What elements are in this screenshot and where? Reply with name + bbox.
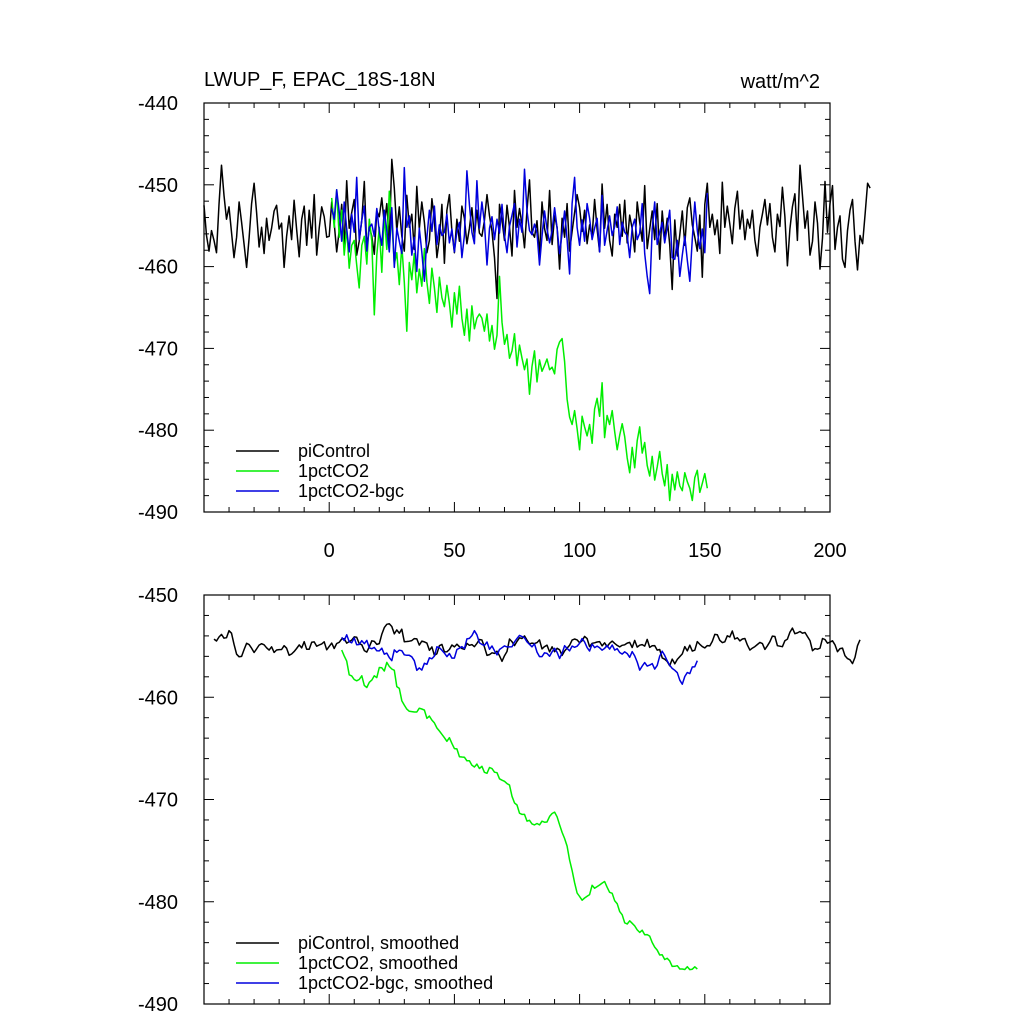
top-xtick-label: 200 xyxy=(813,540,846,562)
series-line-1pctco2-bgc xyxy=(330,166,709,295)
top-ytick-label: -490 xyxy=(138,502,178,524)
legend-label: piControl, smoothed xyxy=(298,933,459,953)
bot-ytick-label: -460 xyxy=(138,687,178,709)
top-ytick-label: -480 xyxy=(138,420,178,442)
bottom-panel: -450 -460 -470 -480 -490 piControl, smoothed… xyxy=(138,585,861,1016)
bottom-series-group xyxy=(213,622,861,971)
top-xtick-label: 0 xyxy=(324,540,335,562)
top-xtick-label: 50 xyxy=(443,540,465,562)
bot-ytick-label: -470 xyxy=(138,790,178,812)
top-title: LWUP_F, EPAC_18S-18N xyxy=(204,69,436,91)
smoothed-line-1pctco2-bgc xyxy=(341,629,698,685)
top-xtick-label: 100 xyxy=(563,540,596,562)
smoothed-line-1pctco2 xyxy=(341,649,698,971)
bot-ytick-label: -450 xyxy=(138,585,178,607)
bot-ytick-label: -490 xyxy=(138,994,178,1016)
smoothed-line-picontrol xyxy=(213,622,861,667)
top-units: watt/m^2 xyxy=(740,71,820,93)
top-ytick-label: -440 xyxy=(138,93,178,115)
series-line-picontrol xyxy=(203,158,871,300)
top-plot-frame xyxy=(203,102,831,513)
legend-label: 1pctCO2 xyxy=(298,461,369,481)
legend-label: piControl xyxy=(298,441,370,461)
legend-label: 1pctCO2-bgc, smoothed xyxy=(298,973,493,993)
top-axis-labels: -440 -450 -460 -470 -480 -490 0 50 100 150 200 xyxy=(138,93,847,562)
bottom-plot-frame xyxy=(203,594,831,1005)
top-ytick-label: -470 xyxy=(138,338,178,360)
top-ytick-label: -460 xyxy=(138,257,178,279)
legend-label: 1pctCO2, smoothed xyxy=(298,953,458,973)
top-series-group xyxy=(203,158,871,502)
legend-label: 1pctCO2-bgc xyxy=(298,481,404,501)
top-ytick-label: -450 xyxy=(138,175,178,197)
bot-ytick-label: -480 xyxy=(138,892,178,914)
top-xtick-label: 150 xyxy=(688,540,721,562)
bottom-axis-labels: -450 -460 -470 -480 -490 xyxy=(138,585,178,1016)
top-panel: LWUP_F, EPAC_18S-18N watt/m^2 -440-450-4… xyxy=(138,69,871,562)
